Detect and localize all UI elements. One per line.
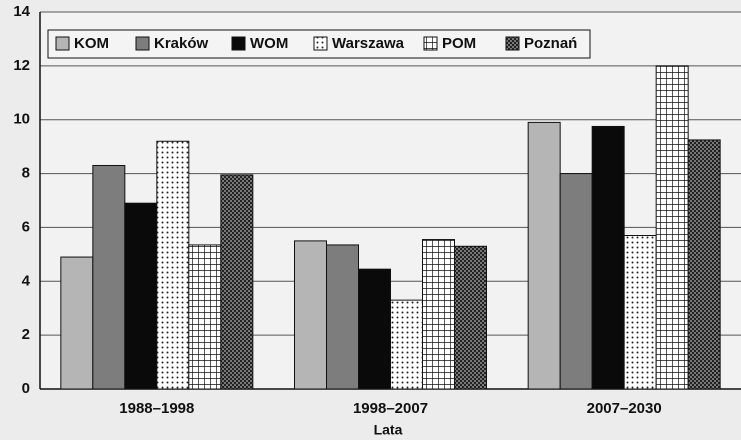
bar [559,173,593,390]
bar [294,240,327,390]
legend-label: Kraków [154,35,209,52]
bar [156,140,190,390]
legend-swatch [313,36,328,51]
bar [687,139,721,390]
y-tick-label: 14 [13,3,30,20]
y-tick-label: 8 [22,165,30,182]
y-tick-label: 2 [22,326,30,343]
bar [220,174,254,390]
bar [591,125,625,390]
bar [188,244,222,390]
bar [454,245,487,390]
legend-label: POM [442,35,476,52]
bar [358,268,391,390]
x-tick-label: 1998–2007 [353,400,428,417]
bar [422,239,455,390]
legend-swatch [505,36,520,51]
bar [326,244,359,390]
bar [527,121,561,390]
legend-label: WOM [250,35,288,52]
legend-swatch [423,36,438,51]
legend-label: KOM [74,35,109,52]
legend-swatch [55,36,70,51]
legend-swatch [231,36,246,51]
legend-label: Warszawa [332,35,405,52]
legend-swatch [135,36,150,51]
bar [655,65,689,390]
x-tick-label: 2007–2030 [587,400,662,417]
x-tick-label: 1988–1998 [119,400,194,417]
legend-label: Poznań [524,35,577,52]
y-tick-label: 6 [22,218,30,235]
bar [390,299,423,390]
bar [623,235,657,390]
y-tick-label: 0 [22,380,30,397]
bar [60,256,94,390]
x-axis-label: Lata [374,422,403,438]
bar [92,164,126,390]
y-tick-label: 12 [13,57,30,74]
y-tick-label: 10 [13,111,30,128]
bar [124,202,158,390]
y-tick-label: 4 [22,272,31,289]
